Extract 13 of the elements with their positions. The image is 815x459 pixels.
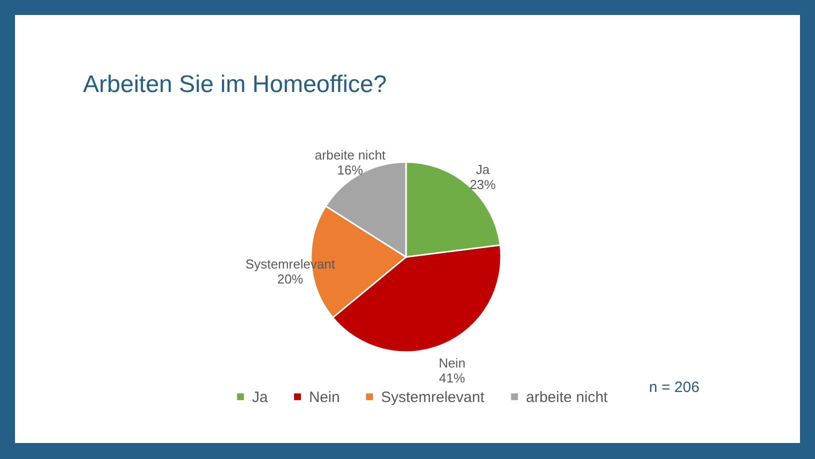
- slice-label: arbeite nicht: [314, 147, 386, 162]
- legend-label: arbeite nicht: [526, 388, 609, 406]
- legend-label: Ja: [252, 388, 268, 406]
- data-label: 16%: [337, 162, 364, 178]
- data-label: 41%: [439, 370, 466, 386]
- data-label: 23%: [470, 176, 496, 192]
- slice-label: Nein: [438, 355, 466, 370]
- chart-title: Arbeiten Sie im Homeoffice?: [83, 71, 387, 99]
- legend-label: Nein: [309, 388, 340, 406]
- text: n = 206: [649, 379, 700, 396]
- legend-label: Systemrelevant: [381, 388, 486, 406]
- slice-label: Ja: [476, 162, 490, 177]
- data-label: 20%: [277, 271, 304, 286]
